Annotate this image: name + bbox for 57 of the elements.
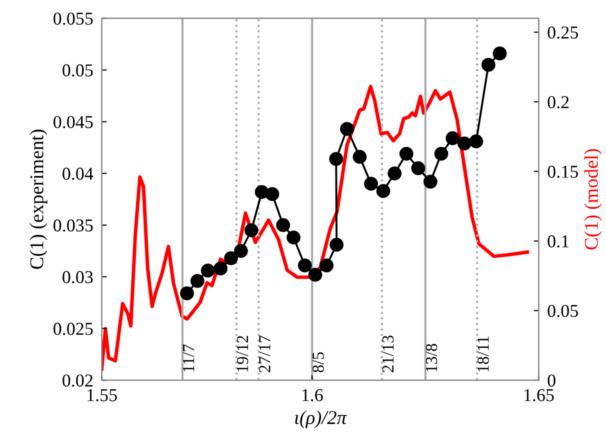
annotation: 27/17 (259, 335, 270, 372)
y2-tick-label: 0.15 (548, 166, 578, 178)
point (399, 146, 414, 161)
annotation: 13/8 (426, 344, 438, 372)
y-tick-label: 0.02 (62, 374, 92, 387)
point (180, 286, 194, 300)
point (330, 238, 344, 252)
y2-tick-label: 0.2 (548, 96, 569, 108)
annotation: 19/12 (236, 336, 248, 372)
point (352, 150, 367, 164)
point (265, 187, 280, 202)
point (276, 218, 290, 232)
y-tick-label: 0.055 (54, 12, 93, 25)
y2-tick-label: 0.05 (548, 304, 578, 318)
point (298, 258, 312, 272)
annotation: 11/7 (183, 344, 194, 372)
point (244, 223, 258, 238)
point (388, 166, 402, 180)
y-tick-label: 0.035 (54, 219, 93, 232)
point (200, 264, 215, 278)
y2-tick-label: 0.25 (548, 26, 578, 39)
point (434, 146, 448, 161)
point (481, 58, 496, 72)
point (469, 134, 484, 148)
y-tick-label: 0.05 (62, 64, 93, 77)
x-tick-label: 1.65 (524, 389, 554, 402)
point (446, 131, 460, 146)
point (190, 274, 204, 288)
point (234, 244, 248, 258)
y-tick-label: 0.025 (54, 322, 93, 336)
y-tick-label: 0.03 (62, 271, 93, 284)
y-tick-label: 0.045 (54, 116, 93, 128)
y2-tick-label: 0.1 (548, 235, 569, 248)
point (224, 251, 238, 266)
y-axis-title: C(1) (experiment) (30, 130, 48, 269)
point (286, 230, 300, 244)
annotation: 8/5 (312, 352, 324, 372)
point (320, 258, 334, 272)
point (214, 262, 228, 276)
annotation: 18/11 (478, 336, 489, 372)
annotation: 21/13 (382, 336, 394, 372)
point (457, 136, 472, 150)
point (308, 268, 322, 282)
x-axis-title: ι(ρ)/2π (295, 410, 347, 428)
point (329, 152, 344, 166)
x-tick-label: 1.55 (88, 389, 117, 402)
y2-tick-label: 0 (548, 374, 556, 387)
y-tick-label: 0.04 (62, 168, 94, 180)
point (423, 174, 438, 189)
point (411, 161, 426, 176)
point (492, 46, 507, 60)
point (340, 122, 354, 136)
point (376, 184, 390, 198)
y2-axis-title: C(1) (model) (584, 149, 602, 250)
point (364, 176, 378, 191)
line-series (102, 84, 530, 371)
x-tick-label: 1.6 (302, 389, 323, 402)
